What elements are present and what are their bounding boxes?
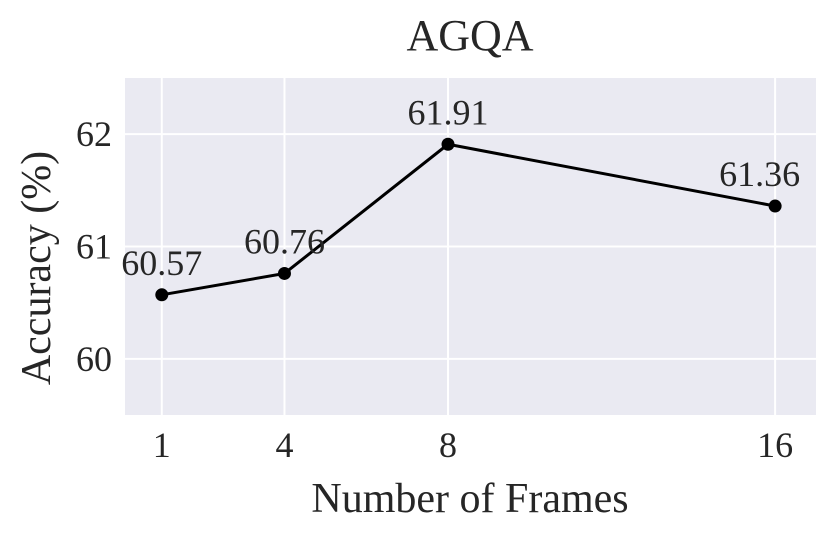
x-tick-labels: 1 4 8 16 bbox=[153, 425, 793, 465]
data-label: 60.76 bbox=[244, 221, 325, 261]
series-line bbox=[161, 142, 776, 297]
x-tick-label: 4 bbox=[275, 425, 293, 465]
data-labels: 60.57 60.76 61.91 61.36 bbox=[121, 92, 800, 283]
x-tick-label: 8 bbox=[439, 425, 457, 465]
y-tick-label: 60 bbox=[76, 339, 112, 379]
series-group bbox=[155, 137, 782, 302]
data-point bbox=[768, 199, 782, 213]
y-tick-labels: 60 61 62 bbox=[76, 114, 112, 379]
y-tick-label: 62 bbox=[76, 114, 112, 154]
x-axis-label: Number of Frames bbox=[311, 476, 628, 522]
data-label: 61.36 bbox=[719, 154, 800, 194]
data-label: 60.57 bbox=[121, 243, 202, 283]
data-point bbox=[277, 266, 291, 280]
x-tick-label: 16 bbox=[757, 425, 793, 465]
chart-title: AGQA bbox=[406, 11, 533, 60]
data-point bbox=[155, 288, 169, 302]
y-tick-label: 61 bbox=[76, 227, 112, 267]
y-axis-label: Accuracy (%) bbox=[14, 151, 60, 385]
x-tick-label: 1 bbox=[153, 425, 171, 465]
data-label: 61.91 bbox=[408, 92, 489, 132]
data-point bbox=[441, 137, 455, 151]
grid bbox=[125, 78, 816, 415]
